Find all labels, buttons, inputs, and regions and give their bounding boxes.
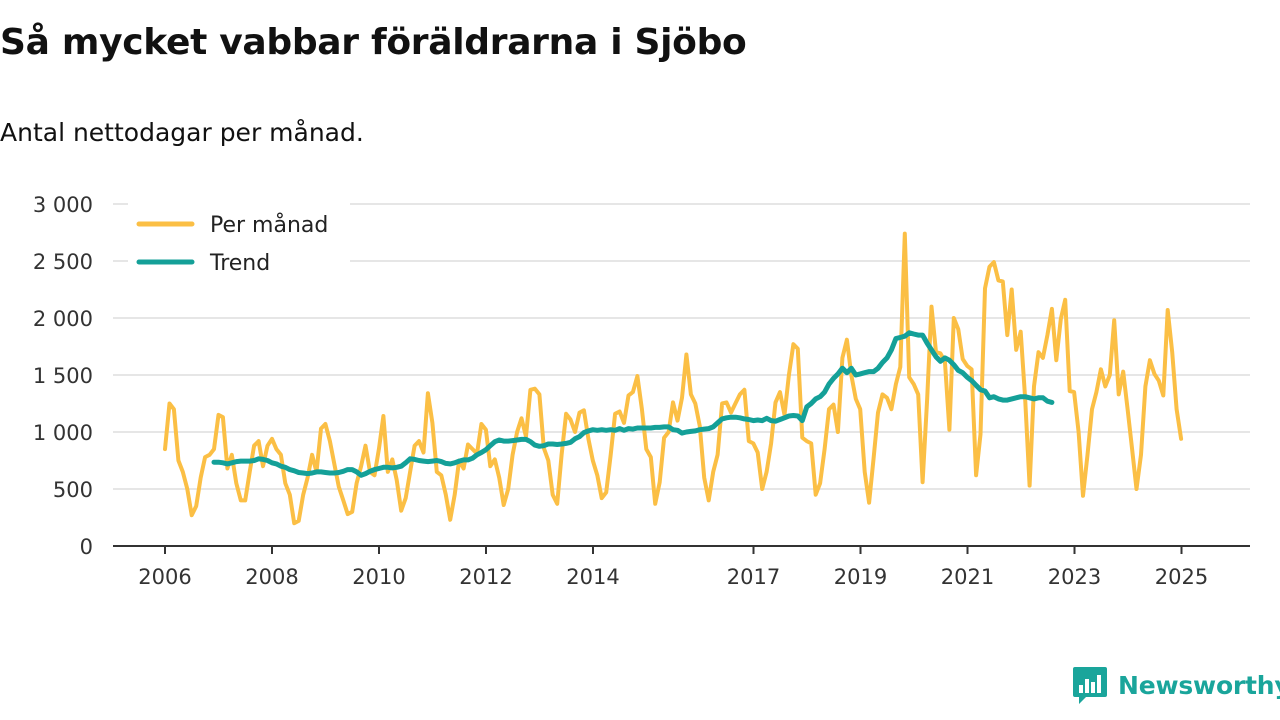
x-tick-label: 2019 bbox=[834, 565, 887, 589]
legend[interactable]: Per månad Trend bbox=[128, 198, 350, 282]
y-tick-label: 2 000 bbox=[33, 307, 93, 331]
series bbox=[163, 231, 1184, 526]
series-line-per-month[interactable] bbox=[163, 231, 1184, 526]
axes: 0 500 1 000 1 500 2 000 2 500 3 000 2006 2008 201… bbox=[33, 193, 1250, 589]
x-tick-label: 2010 bbox=[352, 565, 405, 589]
y-tick-label: 2 500 bbox=[33, 250, 93, 274]
x-tick-label: 2008 bbox=[245, 565, 298, 589]
chart-subtitle: Antal nettodagar per månad. bbox=[0, 118, 364, 147]
x-tick-label: 2025 bbox=[1155, 565, 1208, 589]
x-tick-label: 2021 bbox=[941, 565, 994, 589]
y-tick-label: 0 bbox=[80, 535, 93, 559]
legend-background bbox=[128, 198, 350, 282]
newsworthy-logo-icon bbox=[1073, 667, 1107, 704]
chart-title: Så mycket vabbar föräldrarna i Sjöbo bbox=[0, 22, 747, 63]
x-tick-label: 2023 bbox=[1048, 565, 1101, 589]
x-tick-label: 2017 bbox=[727, 565, 780, 589]
series-line-trend[interactable] bbox=[211, 330, 1055, 478]
y-tick-label: 1 000 bbox=[33, 421, 93, 445]
legend-label-trend[interactable]: Trend bbox=[209, 251, 270, 276]
y-tick-label: 500 bbox=[53, 478, 93, 502]
brand-name: Newsworthy bbox=[1118, 670, 1280, 700]
x-tick-label: 2006 bbox=[138, 565, 191, 589]
y-tick-label: 3 000 bbox=[33, 193, 93, 217]
x-tick-label: 2012 bbox=[459, 565, 512, 589]
y-tick-label: 1 500 bbox=[33, 364, 93, 388]
legend-label-per-month[interactable]: Per månad bbox=[210, 212, 328, 238]
brand-logo[interactable]: Newsworthy bbox=[1072, 664, 1280, 706]
x-tick-label: 2014 bbox=[566, 565, 619, 589]
